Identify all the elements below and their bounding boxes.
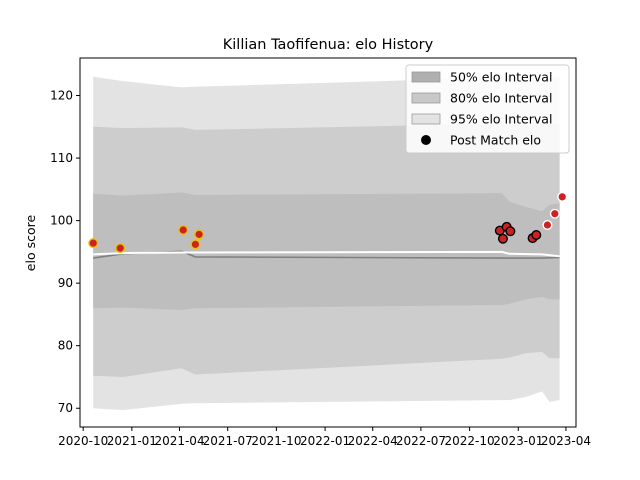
x-tick-label: 2021-04	[154, 434, 204, 448]
x-tick-label: 2022-04	[348, 434, 398, 448]
axes-frame	[79, 57, 577, 428]
plot-area: 7080901001101202020-102021-012021-042021…	[50, 57, 591, 448]
y-axis-label: elo score	[23, 215, 38, 272]
legend-label-2: 95% elo Interval	[450, 112, 552, 127]
x-tick-label: 2020-10	[58, 434, 108, 448]
x-tick-label: 2022-01	[300, 434, 350, 448]
elo-point-1	[115, 243, 126, 254]
chart-title: Killian Taofifenua: elo History	[223, 37, 434, 53]
x-tick-label: 2022-07	[396, 434, 446, 448]
elo-point-13	[557, 191, 568, 202]
legend-marker-3	[421, 135, 431, 145]
legend-swatch-0	[411, 71, 441, 83]
y-tick-label: 100	[50, 214, 73, 228]
elo-point-8	[505, 226, 516, 237]
elo-point-0	[88, 238, 99, 249]
y-tick-label: 120	[50, 89, 73, 103]
legend-swatch-2	[411, 113, 441, 125]
x-tick-label: 2021-01	[107, 434, 157, 448]
elo-point-4	[194, 229, 205, 240]
x-tick-label: 2023-04	[541, 434, 591, 448]
x-tick-label: 2021-07	[203, 434, 253, 448]
legend-label-0: 50% elo Interval	[450, 70, 552, 85]
y-tick-label: 90	[58, 276, 73, 290]
x-tick-label: 2022-10	[445, 434, 495, 448]
x-tick-label: 2021-10	[251, 434, 301, 448]
legend-label-1: 80% elo Interval	[450, 91, 552, 106]
elo-point-3	[190, 239, 201, 250]
elo-point-6	[497, 233, 508, 244]
elo-point-11	[542, 219, 553, 230]
y-tick-label: 80	[58, 339, 73, 353]
legend-box	[405, 64, 570, 154]
median-line	[93, 250, 560, 258]
x-tick-label: 2023-01	[493, 434, 543, 448]
elo-point-12	[549, 208, 560, 219]
y-tick-label: 70	[58, 401, 73, 415]
legend: 50% elo Interval 80% elo Interval 95% elo …	[405, 64, 570, 154]
elo-point-2	[178, 224, 189, 235]
legend-swatch-1	[411, 92, 441, 104]
y-tick-label: 110	[50, 151, 73, 165]
elo-point-10	[531, 229, 542, 240]
legend-label-3: Post Match elo	[450, 133, 541, 148]
